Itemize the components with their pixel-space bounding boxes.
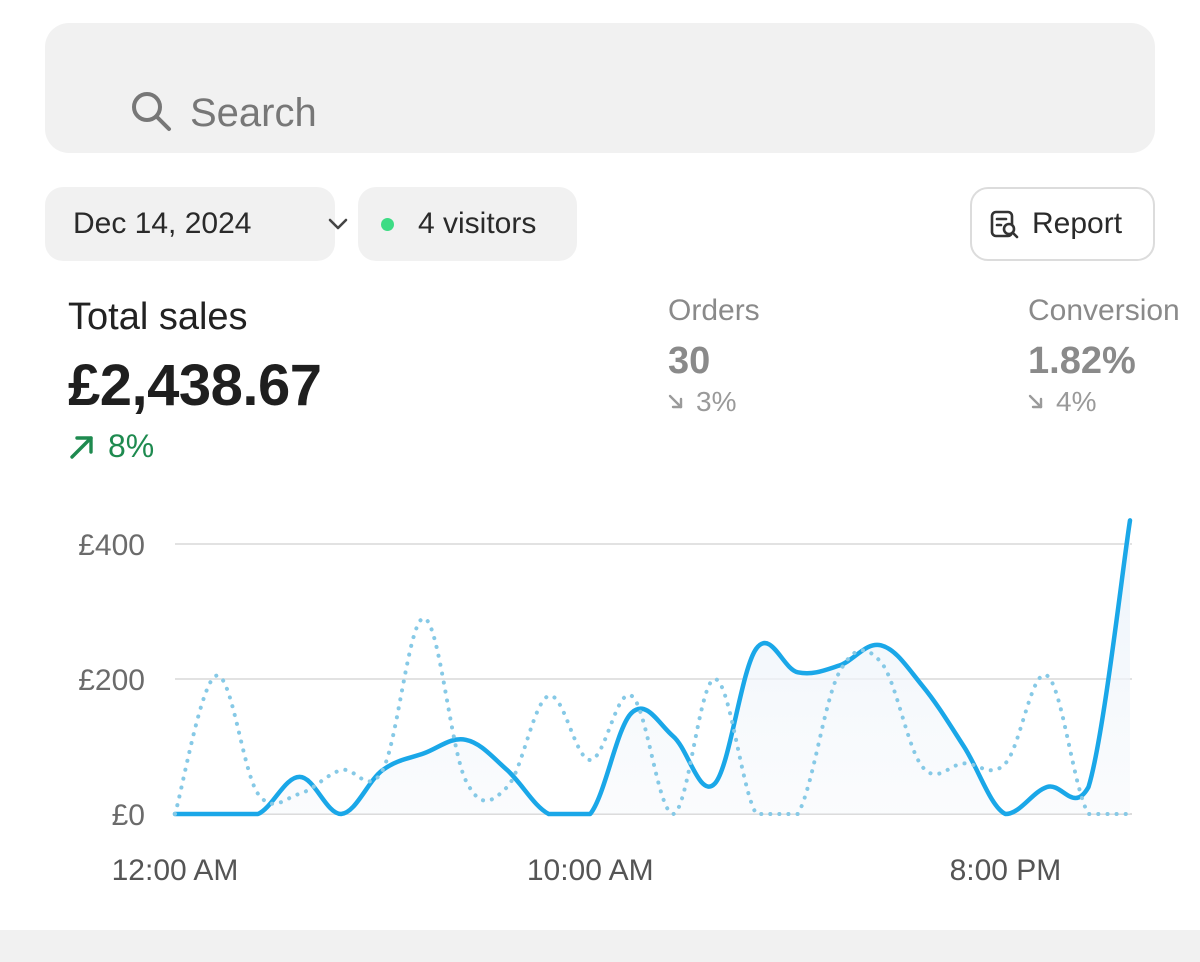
y-tick-label: £200: [78, 664, 145, 697]
search-icon: [132, 92, 171, 131]
date-selector[interactable]: Dec 14, 2024: [45, 187, 348, 261]
total-sales-label: Total sales: [68, 296, 248, 338]
series-area-fill: [175, 520, 1130, 814]
conversion-label: Conversion: [1028, 294, 1180, 327]
conversion-change: 4%: [1028, 386, 1096, 418]
bottom-bar: [0, 930, 1200, 962]
x-tick-label: 12:00 AM: [112, 854, 239, 887]
total-sales-value: £2,438.67: [68, 353, 322, 418]
orders-change: 3%: [668, 386, 736, 418]
conversion-value: 1.82%: [1028, 340, 1136, 382]
report-button[interactable]: Report: [970, 187, 1155, 261]
total-sales-change-value: 8%: [108, 428, 155, 464]
conversion-change-value: 4%: [1056, 386, 1097, 417]
y-tick-label: £400: [78, 529, 145, 562]
y-tick-label: £0: [112, 799, 145, 832]
total-sales-change: 8%: [68, 428, 154, 465]
search-bar[interactable]: [45, 23, 1155, 153]
arrow-up-right-icon: [70, 435, 93, 459]
x-tick-label: 10:00 AM: [527, 854, 654, 887]
arrow-down-right-icon: [668, 394, 683, 409]
visitors-label: 4 visitors: [418, 207, 537, 240]
comparison-series-line: [173, 616, 1132, 816]
live-visitors-chip[interactable]: 4 visitors: [358, 187, 577, 261]
current-series-line: [172, 518, 1133, 817]
chevron-down-icon: [328, 218, 348, 230]
search-input[interactable]: [188, 87, 1092, 139]
live-status-dot: [381, 218, 394, 231]
arrow-down-right-icon: [1028, 394, 1043, 409]
sales-line-chart: £0 £200 £400 12:00 AM 10:00 AM 8:00 PM: [78, 518, 1133, 887]
orders-label: Orders: [668, 294, 760, 327]
orders-value: 30: [668, 340, 711, 382]
orders-change-value: 3%: [696, 386, 737, 417]
report-search-icon: [990, 210, 1019, 239]
date-label: Dec 14, 2024: [73, 207, 252, 240]
x-tick-label: 8:00 PM: [950, 854, 1062, 887]
report-label: Report: [1032, 207, 1123, 240]
